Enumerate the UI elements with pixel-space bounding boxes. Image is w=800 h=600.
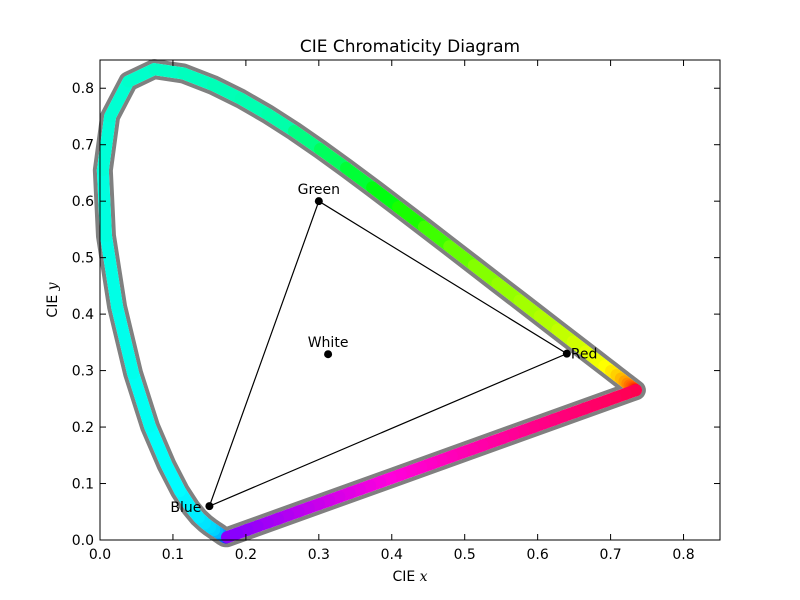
- y-axis-title-var: y: [45, 281, 61, 291]
- x-tick-label: 0.8: [672, 547, 694, 563]
- x-tick-label: 0.3: [308, 547, 330, 563]
- label-red: Red: [571, 347, 598, 363]
- x-axis-ticks: 0.0 0.1 0.2 0.3 0.4 0.5 0.6 0.7 0.8: [89, 60, 695, 563]
- y-axis-title-text: CIE: [45, 295, 61, 318]
- x-tick-label: 0.4: [381, 547, 403, 563]
- axes-background: [100, 60, 720, 540]
- y-tick-label: 0.4: [72, 307, 94, 323]
- locus-segment: [144, 420, 173, 472]
- y-tick-label: 0.2: [72, 420, 94, 436]
- label-green: Green: [298, 182, 340, 198]
- y-tick-label: 0.3: [72, 364, 94, 380]
- y-tick-label: 0.0: [72, 533, 94, 549]
- x-tick-label: 0.2: [235, 547, 257, 563]
- point-blue: [205, 502, 214, 511]
- locus-segment: [127, 367, 157, 433]
- locus-segment: [96, 164, 112, 242]
- x-tick-label: 0.7: [599, 547, 621, 563]
- locus-segment: [104, 75, 135, 123]
- y-tick-label: 0.1: [72, 477, 94, 493]
- chart-title: CIE Chromaticity Diagram: [300, 37, 520, 57]
- x-tick-label: 0.1: [162, 547, 184, 563]
- y-tick-label: 0.6: [72, 194, 94, 210]
- gamut-triangle: [208, 200, 569, 508]
- primary-points: Red Green Blue White: [170, 182, 597, 516]
- x-tick-label: 0.0: [89, 547, 111, 563]
- label-white: White: [308, 335, 349, 351]
- locus-segment: [96, 110, 117, 177]
- axes-frame: [99, 59, 721, 541]
- point-red: [562, 349, 571, 358]
- y-axis-ticks: 0.0 0.1 0.2 0.3 0.4 0.5 0.6 0.7 0.8: [72, 81, 720, 549]
- locus-segment: [99, 229, 124, 313]
- point-green: [314, 197, 323, 206]
- x-axis-title-text: CIE: [392, 569, 415, 585]
- point-white: [324, 350, 333, 359]
- y-axis-title: CIE y: [45, 281, 61, 317]
- locus-segment: [111, 300, 140, 380]
- label-blue: Blue: [170, 500, 201, 516]
- gamut-triangle-path: [208, 200, 569, 508]
- y-tick-label: 0.8: [72, 81, 94, 97]
- x-tick-label: 0.5: [454, 547, 476, 563]
- x-axis-title-var: x: [420, 569, 428, 585]
- x-axis-title: CIE x: [392, 569, 427, 585]
- purple-line-segment: [220, 527, 244, 544]
- spectral-locus-band: [96, 63, 642, 544]
- x-tick-label: 0.6: [527, 547, 549, 563]
- y-tick-label: 0.5: [72, 251, 94, 267]
- y-tick-label: 0.7: [72, 138, 94, 154]
